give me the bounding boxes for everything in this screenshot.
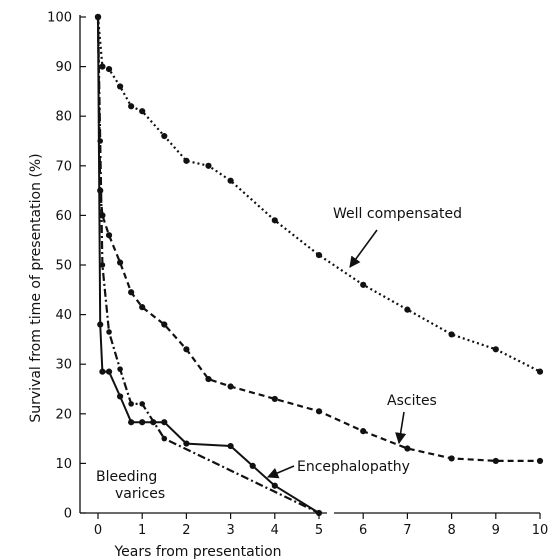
data-point xyxy=(161,435,168,442)
x-tick-label: 4 xyxy=(271,523,279,538)
data-point xyxy=(315,408,323,415)
y-axis-label: Survival from time of presentation (%) xyxy=(28,153,44,422)
annotation-arrows xyxy=(266,229,407,479)
data-point xyxy=(139,401,145,407)
data-point xyxy=(106,329,112,335)
data-point xyxy=(227,383,234,390)
data-point xyxy=(117,83,124,90)
series-line xyxy=(96,16,540,462)
data-point xyxy=(105,232,113,239)
label-bleeding-line2: varices xyxy=(115,486,165,502)
data-point xyxy=(448,331,455,338)
axes xyxy=(79,15,541,519)
data-point xyxy=(249,462,256,469)
data-point xyxy=(492,457,499,465)
data-point xyxy=(97,138,104,144)
series-line xyxy=(96,16,541,373)
data-point xyxy=(205,375,212,383)
data-point xyxy=(99,63,106,70)
y-tick-label: 50 xyxy=(55,259,72,274)
label-well-compensated: Well compensated xyxy=(333,206,462,222)
data-point xyxy=(360,428,367,435)
data-point xyxy=(404,306,411,313)
x-axis-label: Years from presentation xyxy=(113,544,281,560)
data-point xyxy=(161,321,168,328)
x-tick-label: 0 xyxy=(94,523,102,538)
data-point xyxy=(536,368,544,375)
data-point xyxy=(139,108,146,115)
data-point xyxy=(448,455,455,462)
data-point xyxy=(105,368,113,375)
x-tick-label: 2 xyxy=(182,523,190,538)
data-point xyxy=(99,262,106,268)
series-line xyxy=(97,16,320,514)
series-well-compensated xyxy=(94,13,544,375)
data-point xyxy=(271,217,278,224)
data-point xyxy=(315,251,323,259)
label-ascites: Ascites xyxy=(387,393,437,409)
data-point xyxy=(161,419,168,426)
label-bleeding-line1: Bleeding xyxy=(96,469,157,485)
x-tick-label: 1 xyxy=(138,523,146,538)
x-tick-label: 7 xyxy=(403,523,411,538)
x-tick-label: 8 xyxy=(447,523,455,538)
data-point xyxy=(492,346,499,353)
data-point xyxy=(117,259,124,266)
data-point xyxy=(161,132,168,140)
data-point xyxy=(271,482,278,489)
data-point xyxy=(360,281,367,288)
data-point xyxy=(139,304,146,311)
series-ascites xyxy=(94,13,544,465)
data-point xyxy=(128,401,134,407)
data-point xyxy=(183,346,190,353)
data-point xyxy=(97,321,104,328)
data-point xyxy=(128,103,135,110)
y-tick-label: 0 xyxy=(64,507,72,522)
arrow-well-compensated xyxy=(349,229,378,268)
label-encephalopathy: Encephalopathy xyxy=(297,459,410,475)
y-tick-label: 70 xyxy=(55,159,72,174)
y-tick-label: 30 xyxy=(55,358,72,373)
data-point xyxy=(128,289,135,296)
data-point xyxy=(271,395,278,403)
x-tick-label: 9 xyxy=(492,523,500,538)
data-point xyxy=(404,445,411,452)
x-tick-label: 6 xyxy=(359,523,367,538)
data-point xyxy=(205,162,212,169)
y-tick-label: 60 xyxy=(55,209,72,224)
series-encephalopathy xyxy=(94,13,323,517)
x-tick-label: 10 xyxy=(532,523,549,538)
y-tick-labels: 0 10 20 30 40 50 60 70 80 90 100 xyxy=(47,11,72,522)
data-point xyxy=(99,368,106,375)
data-point xyxy=(117,393,124,400)
series-bleeding-varices xyxy=(96,16,320,514)
data-point xyxy=(183,157,190,164)
data-point xyxy=(183,440,190,447)
y-tick-label: 100 xyxy=(47,11,72,26)
arrow-ascites xyxy=(395,411,407,445)
y-tick-label: 10 xyxy=(55,457,72,472)
x-tick-label: 3 xyxy=(226,523,234,538)
x-tick-labels: 0 1 2 3 4 5 6 7 8 9 10 xyxy=(94,523,548,538)
data-point xyxy=(227,177,234,184)
arrow-encephalopathy xyxy=(266,465,295,479)
y-tick-label: 80 xyxy=(55,110,72,125)
series-line xyxy=(96,16,320,514)
data-point xyxy=(139,419,146,426)
y-tick-label: 20 xyxy=(55,407,72,422)
series-layer xyxy=(94,13,544,517)
y-tick-label: 40 xyxy=(55,308,72,323)
data-point xyxy=(105,65,113,73)
x-tick-label: 5 xyxy=(315,523,323,538)
data-point xyxy=(227,442,234,450)
data-point xyxy=(128,419,135,426)
data-point xyxy=(536,457,544,465)
y-tick-label: 90 xyxy=(55,60,72,75)
data-point xyxy=(117,366,123,372)
